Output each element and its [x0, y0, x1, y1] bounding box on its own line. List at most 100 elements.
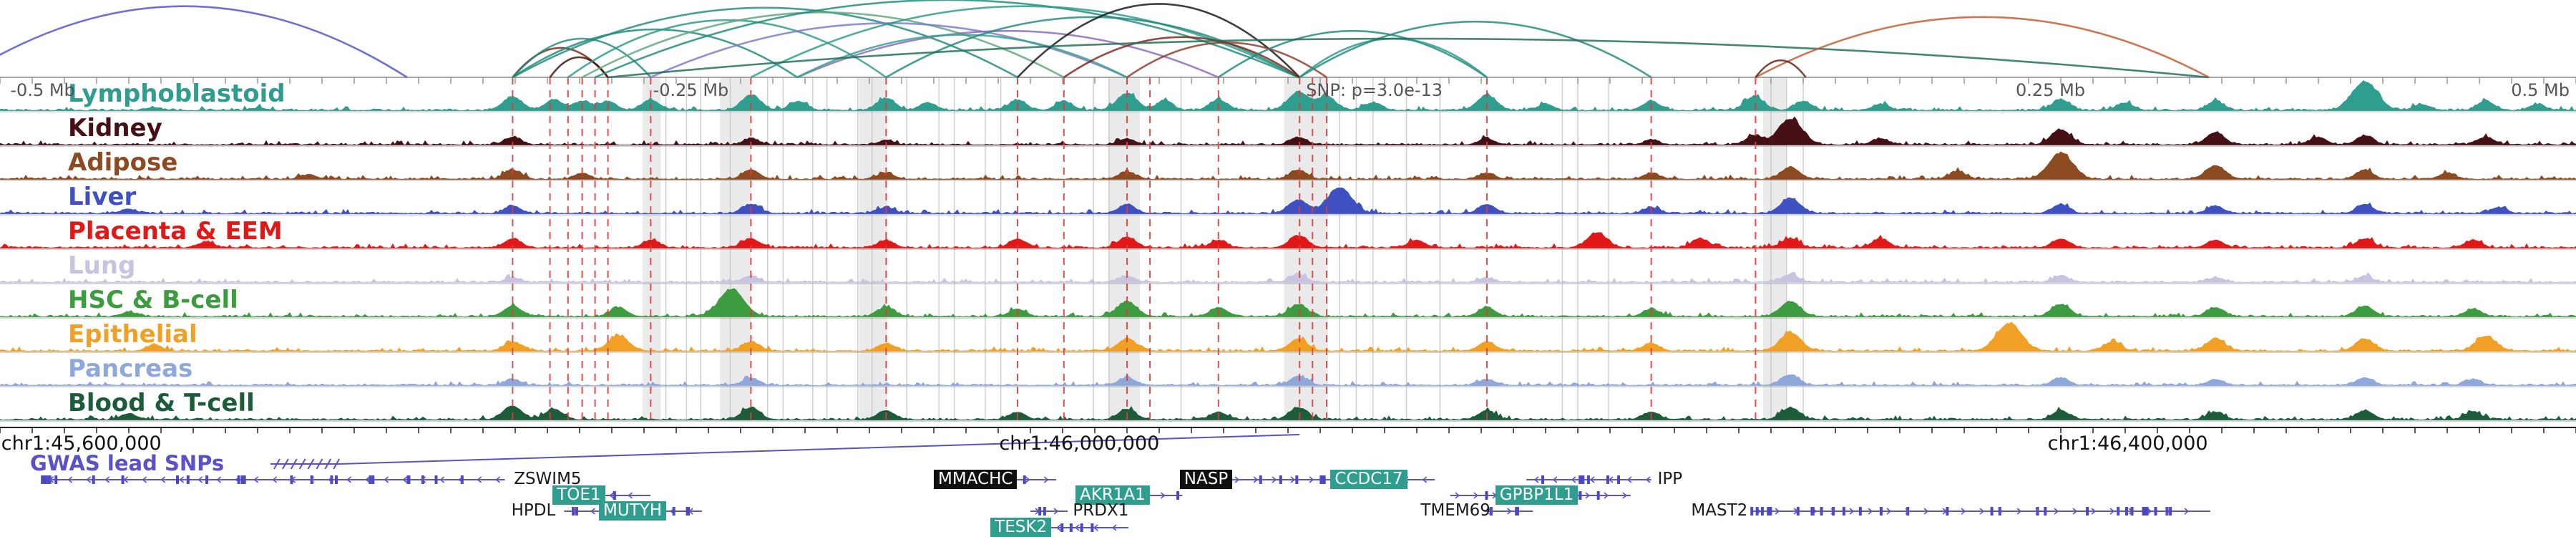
gene-strand-arrow: [1488, 508, 1493, 515]
gene-strand-arrow: [2147, 508, 2152, 515]
gene-model-zswim5-exon: [407, 475, 411, 484]
gwas-snp-tick: [282, 458, 289, 470]
gene-model-zswim5-exon: [42, 475, 46, 484]
gene-label-mutyh[interactable]: MUTYH: [599, 501, 667, 521]
gene-model-hpdl-exon: [575, 507, 578, 516]
gene-label-mmachc[interactable]: MMACHC: [934, 470, 1018, 489]
gene-model-zswim5-exon: [54, 475, 58, 484]
gene-strand-arrow: [590, 508, 595, 515]
interaction-arc: [885, 16, 1299, 79]
gene-label-toe1[interactable]: TOE1: [552, 485, 605, 505]
gene-strand-arrow: [477, 476, 482, 483]
gene-model-ipp-exon: [1579, 475, 1582, 484]
gene-model-mast2-exon: [2036, 507, 2039, 516]
gene-strand-arrow: [1253, 476, 1259, 483]
gene-label-ipp[interactable]: IPP: [1657, 470, 1683, 488]
gene-model-zswim5-exon: [243, 475, 246, 484]
gene-model-mast2-exon: [1769, 507, 1772, 516]
gene-label-zswim5[interactable]: ZSWIM5: [514, 470, 582, 488]
gene-strand-arrow: [160, 476, 166, 483]
gene-strand-arrow: [2109, 508, 2115, 515]
gene-label-prdx1[interactable]: PRDX1: [1073, 501, 1129, 520]
gene-model-akr1a1-exon: [1176, 491, 1180, 500]
gene-strand-arrow: [142, 476, 147, 483]
gene-model-zswim5-exon: [205, 475, 209, 484]
gene-label-tmem69[interactable]: TMEM69: [1420, 501, 1491, 520]
gene-model-nasp-exon: [1295, 475, 1299, 484]
gene-model-tesk2-exon: [1069, 523, 1073, 532]
gene-model-ipp-exon: [1617, 475, 1621, 484]
gene-model-zswim5-exon: [371, 475, 375, 484]
gene-model-zswim5-exon: [369, 475, 372, 484]
gene-strand-arrow: [1422, 476, 1428, 483]
interaction-arc: [1218, 30, 1488, 79]
gene-model-zswim5-exon: [121, 475, 125, 484]
gene-label-ccdc17[interactable]: CCDC17: [1330, 470, 1407, 489]
interaction-arc: [567, 19, 887, 79]
gene-strand-arrow: [272, 476, 278, 483]
track-label-kidney[interactable]: Kidney: [68, 114, 162, 142]
gene-label-hpdl[interactable]: HPDL: [511, 501, 556, 520]
gene-model-zswim5-exon: [330, 475, 333, 484]
gwas-snp-tick: [290, 458, 298, 470]
gene-strand-arrow: [609, 492, 615, 499]
gene-strand-arrow: [1622, 492, 1628, 499]
gene-strand-arrow: [402, 476, 408, 483]
track-label-blood-t-cell[interactable]: Blood & T-cell: [68, 389, 255, 417]
gene-model-mast2-exon: [1858, 507, 1862, 516]
gene-model-mast2-exon: [2117, 507, 2120, 516]
gene-model-tmem69-exon: [1489, 507, 1493, 516]
gene-label-akr1a1[interactable]: AKR1A1: [1075, 485, 1150, 505]
gene-strand-arrow: [1309, 476, 1314, 483]
signal-track-kidney: [0, 116, 2576, 145]
gene-strand-arrow: [1626, 476, 1632, 483]
gene-strand-arrow: [1998, 508, 2004, 515]
gene-model-nasp-exon: [1279, 475, 1282, 484]
gene-model-mast2-exon: [1760, 507, 1764, 516]
gene-strand-arrow: [1043, 476, 1049, 483]
gene-strand-arrow: [291, 476, 296, 483]
track-label-liver[interactable]: Liver: [68, 183, 137, 211]
signal-track-placenta-eem: [0, 232, 2576, 249]
interaction-arc: [0, 5, 408, 79]
gene-strand-arrow: [439, 476, 445, 483]
track-label-pancreas[interactable]: Pancreas: [68, 354, 193, 383]
track-label-adipose[interactable]: Adipose: [68, 148, 178, 177]
gene-strand-arrow: [1093, 524, 1098, 531]
track-label-lung[interactable]: Lung: [68, 251, 136, 280]
gene-strand-arrow: [86, 476, 92, 483]
gene-model-mast2-exon: [1906, 507, 1910, 516]
tracks-viewport[interactable]: [0, 77, 2576, 421]
interaction-arc: [595, 0, 1299, 79]
interaction-arc: [581, 11, 1065, 79]
gene-strand-arrow: [1608, 476, 1614, 483]
gene-model-zswim5-exon: [237, 475, 240, 484]
track-label-hsc-b-cell[interactable]: HSC & B-cell: [68, 286, 238, 314]
gene-model-mast2-exon: [1755, 507, 1759, 516]
gene-model-toe1-exon: [613, 491, 616, 500]
gene-model-mast2-exon: [1750, 507, 1754, 516]
signal-track-liver: [0, 187, 2576, 214]
track-label-placenta-eem[interactable]: Placenta & EEM: [68, 217, 283, 246]
gene-label-tesk2[interactable]: TESK2: [990, 518, 1052, 537]
gene-model-zswim5-exon: [460, 475, 464, 484]
gwas-snp-tick: [316, 458, 323, 470]
gene-model-zswim5-exon: [421, 475, 424, 484]
gene-label-mast2[interactable]: MAST2: [1691, 501, 1748, 520]
gene-model-tmem69-exon: [1515, 507, 1518, 516]
gene-strand-arrow: [572, 508, 577, 515]
gene-strand-arrow: [1160, 492, 1166, 499]
gene-strand-arrow: [2128, 508, 2134, 515]
gene-model-zswim5-exon: [44, 475, 48, 484]
gene-strand-arrow: [1552, 476, 1558, 483]
gene-strand-arrow: [2184, 508, 2190, 515]
gene-model-mast2-exon: [2165, 507, 2169, 516]
track-label-lymphoblastoid[interactable]: Lymphoblastoid: [68, 79, 286, 108]
gene-label-gpbp1l1[interactable]: GPBP1L1: [1495, 485, 1579, 505]
track-label-epithelial[interactable]: Epithelial: [68, 320, 197, 349]
gene-strand-arrow: [216, 476, 222, 483]
gene-label-nasp[interactable]: NASP: [1179, 470, 1233, 489]
gene-strand-arrow: [1645, 476, 1651, 483]
